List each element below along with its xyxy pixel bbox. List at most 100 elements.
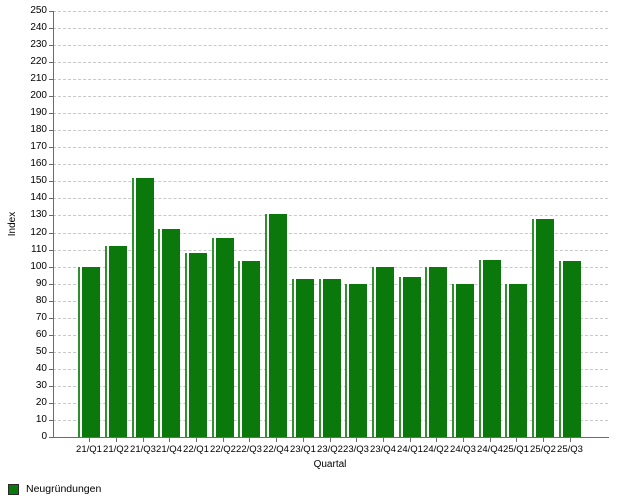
y-axis-tick bbox=[49, 233, 53, 234]
y-axis-tick bbox=[49, 215, 53, 216]
x-axis-tick-label: 24/Q3 bbox=[450, 444, 476, 455]
y-axis-tick-label: 250 bbox=[30, 5, 47, 16]
x-axis-tick-label: 21/Q4 bbox=[156, 444, 182, 455]
x-axis-tick-label: 21/Q3 bbox=[130, 444, 156, 455]
y-axis-tick-label: 150 bbox=[30, 175, 47, 186]
y-axis-tick-label: 190 bbox=[30, 107, 47, 118]
y-axis-tick-label: 90 bbox=[35, 278, 47, 289]
y-axis-tick bbox=[49, 301, 53, 302]
y-axis-tick bbox=[49, 352, 53, 353]
bar-25/Q3 bbox=[559, 261, 581, 437]
x-axis-tick bbox=[436, 438, 437, 442]
y-axis-tick-label: 70 bbox=[35, 312, 47, 323]
gridline bbox=[53, 147, 608, 148]
x-axis-tick bbox=[383, 438, 384, 442]
x-axis-tick-label: 24/Q4 bbox=[477, 444, 503, 455]
gridline bbox=[53, 164, 608, 165]
x-axis-tick bbox=[196, 438, 197, 442]
x-axis-tick bbox=[463, 438, 464, 442]
x-axis-tick bbox=[116, 438, 117, 442]
x-axis-tick bbox=[490, 438, 491, 442]
bar-23/Q4 bbox=[372, 267, 394, 437]
y-axis-tick-label: 50 bbox=[35, 346, 47, 357]
x-axis-tick bbox=[89, 438, 90, 442]
x-axis-tick-label: 23/Q1 bbox=[290, 444, 316, 455]
bar-22/Q4 bbox=[265, 214, 287, 437]
x-axis-tick bbox=[143, 438, 144, 442]
x-axis-line bbox=[53, 437, 609, 438]
y-axis-tick bbox=[49, 28, 53, 29]
bar-23/Q2 bbox=[319, 279, 341, 437]
y-axis-tick bbox=[49, 62, 53, 63]
y-axis-tick-label: 60 bbox=[35, 329, 47, 340]
y-axis-tick bbox=[49, 79, 53, 80]
y-axis-line bbox=[53, 11, 54, 437]
y-axis-tick bbox=[49, 386, 53, 387]
y-axis-tick bbox=[49, 369, 53, 370]
gridline bbox=[53, 62, 608, 63]
x-axis-tick-label: 25/Q3 bbox=[557, 444, 583, 455]
x-axis-tick-label: 25/Q2 bbox=[530, 444, 556, 455]
bar-24/Q3 bbox=[452, 284, 474, 437]
bar-23/Q1 bbox=[292, 279, 314, 437]
y-axis-tick-label: 20 bbox=[35, 397, 47, 408]
y-axis-tick bbox=[49, 250, 53, 251]
x-axis-tick-label: 25/Q1 bbox=[503, 444, 529, 455]
bar-24/Q2 bbox=[425, 267, 447, 437]
x-axis-tick-label: 24/Q1 bbox=[397, 444, 423, 455]
y-axis-tick-label: 110 bbox=[31, 244, 47, 255]
y-axis-tick-label: 40 bbox=[35, 363, 47, 374]
y-axis-tick bbox=[49, 284, 53, 285]
y-axis-tick bbox=[49, 96, 53, 97]
x-axis-tick-label: 22/Q3 bbox=[236, 444, 262, 455]
bar-21/Q4 bbox=[158, 229, 180, 437]
x-axis-tick bbox=[169, 438, 170, 442]
y-axis-tick-label: 80 bbox=[35, 295, 47, 306]
bar-24/Q4 bbox=[479, 260, 501, 437]
x-axis-tick bbox=[276, 438, 277, 442]
gridline bbox=[53, 198, 608, 199]
bar-24/Q1 bbox=[399, 277, 421, 437]
y-axis-tick-label: 240 bbox=[30, 22, 47, 33]
x-axis-tick-label: 24/Q2 bbox=[423, 444, 449, 455]
legend-swatch-icon bbox=[8, 483, 19, 495]
bar-25/Q1 bbox=[505, 284, 527, 437]
gridline bbox=[53, 113, 608, 114]
gridline bbox=[53, 181, 608, 182]
x-axis-tick bbox=[356, 438, 357, 442]
x-axis-tick-label: 21/Q2 bbox=[103, 444, 129, 455]
gridline bbox=[53, 79, 608, 80]
y-axis-tick-label: 130 bbox=[30, 209, 47, 220]
y-axis-tick bbox=[49, 335, 53, 336]
gridline bbox=[53, 11, 608, 12]
y-axis-tick-label: 140 bbox=[30, 192, 47, 203]
gridline bbox=[53, 130, 608, 131]
bar-22/Q2 bbox=[212, 238, 234, 437]
y-axis-tick-label: 0 bbox=[41, 431, 47, 442]
y-axis-tick bbox=[49, 318, 53, 319]
bar-21/Q2 bbox=[105, 246, 127, 437]
x-axis-tick bbox=[330, 438, 331, 442]
x-axis-tick bbox=[543, 438, 544, 442]
x-axis-title: Quartal bbox=[313, 459, 347, 470]
x-axis-tick bbox=[249, 438, 250, 442]
gridline bbox=[53, 96, 608, 97]
gridline bbox=[53, 45, 608, 46]
y-axis-tick bbox=[49, 147, 53, 148]
x-axis-tick bbox=[410, 438, 411, 442]
y-axis-tick bbox=[49, 420, 53, 421]
y-axis-tick-label: 180 bbox=[30, 124, 47, 135]
y-axis-tick bbox=[49, 11, 53, 12]
gridline bbox=[53, 28, 608, 29]
y-axis-tick-label: 230 bbox=[30, 39, 47, 50]
y-axis-tick-label: 10 bbox=[35, 414, 47, 425]
gridline bbox=[53, 233, 608, 234]
y-axis-tick-label: 170 bbox=[30, 141, 47, 152]
y-axis-tick-label: 200 bbox=[30, 90, 47, 101]
y-axis-tick bbox=[49, 45, 53, 46]
y-axis-tick bbox=[49, 113, 53, 114]
x-axis-tick-label: 22/Q2 bbox=[210, 444, 236, 455]
y-axis-tick-label: 160 bbox=[30, 158, 47, 169]
y-axis-tick bbox=[49, 181, 53, 182]
x-axis-tick bbox=[516, 438, 517, 442]
